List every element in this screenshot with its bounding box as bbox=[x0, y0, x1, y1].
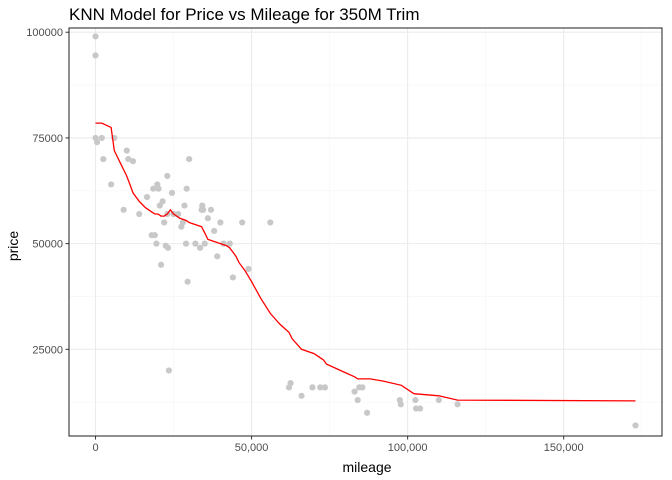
data-point bbox=[267, 219, 274, 226]
data-point bbox=[412, 396, 419, 404]
data-point bbox=[98, 134, 105, 142]
data-point bbox=[201, 240, 208, 247]
panel-border bbox=[68, 27, 663, 437]
data-point bbox=[168, 189, 176, 196]
data-point bbox=[159, 198, 166, 205]
data-point bbox=[136, 210, 143, 218]
panel-background bbox=[69, 28, 662, 436]
data-point bbox=[435, 396, 442, 404]
data-point bbox=[123, 147, 130, 154]
data-point bbox=[359, 384, 366, 391]
data-point bbox=[179, 219, 187, 226]
data-point bbox=[184, 278, 191, 285]
data-point bbox=[632, 422, 639, 429]
data-point bbox=[108, 181, 115, 188]
data-point bbox=[417, 405, 424, 412]
data-point bbox=[204, 215, 211, 222]
data-point bbox=[125, 155, 132, 163]
y-tick-label: 50000 bbox=[32, 239, 63, 251]
data-point bbox=[182, 240, 190, 247]
data-point bbox=[164, 244, 172, 251]
data-point bbox=[153, 240, 160, 247]
data-point bbox=[92, 52, 99, 59]
x-axis-title: mileage bbox=[342, 459, 391, 475]
y-tick-label: 100000 bbox=[26, 27, 63, 39]
x-tick-label: 0 bbox=[92, 442, 98, 454]
knn-fit-line-group bbox=[95, 122, 636, 402]
data-point bbox=[363, 409, 371, 416]
y-axis-title: price bbox=[5, 231, 21, 262]
observed-points bbox=[92, 33, 639, 429]
data-point bbox=[317, 384, 324, 391]
data-point bbox=[151, 232, 158, 239]
data-point bbox=[214, 253, 221, 260]
data-point bbox=[354, 396, 361, 404]
data-point bbox=[150, 185, 157, 192]
data-point bbox=[100, 155, 107, 163]
data-point bbox=[287, 380, 294, 387]
data-point bbox=[165, 367, 172, 374]
data-point bbox=[120, 206, 127, 213]
chart-title: KNN Model for Price vs Mileage for 350M … bbox=[69, 5, 420, 24]
grid-lines bbox=[69, 28, 662, 436]
x-tick-label: 100,000 bbox=[388, 442, 428, 454]
data-point bbox=[196, 244, 204, 251]
plot-panel bbox=[69, 28, 662, 436]
knn-fit-line bbox=[95, 122, 636, 402]
data-point bbox=[245, 265, 252, 273]
x-axis-ticks: 0 50,000 100,000 150,000 bbox=[92, 436, 584, 454]
x-tick-label: 50,000 bbox=[235, 442, 269, 454]
data-point bbox=[217, 219, 224, 226]
data-point bbox=[181, 202, 188, 209]
data-point bbox=[239, 219, 246, 226]
data-point bbox=[309, 384, 316, 391]
data-point bbox=[92, 33, 99, 40]
y-tick-label: 75000 bbox=[32, 133, 63, 145]
data-point bbox=[155, 185, 162, 192]
panel-frame bbox=[68, 27, 663, 437]
data-point bbox=[207, 206, 215, 213]
x-tick-label: 150,000 bbox=[544, 442, 584, 454]
data-point bbox=[200, 206, 207, 213]
y-axis-ticks: 25000 50000 75000 100000 bbox=[26, 27, 69, 356]
data-point bbox=[161, 219, 168, 226]
data-point bbox=[321, 384, 329, 391]
data-point bbox=[93, 139, 101, 146]
data-point bbox=[298, 392, 305, 399]
data-point bbox=[129, 158, 137, 165]
y-tick-label: 25000 bbox=[32, 344, 63, 356]
data-point bbox=[192, 240, 199, 247]
data-point bbox=[186, 155, 193, 163]
data-point bbox=[211, 227, 218, 235]
data-point bbox=[454, 401, 461, 408]
data-point bbox=[157, 261, 165, 268]
data-point bbox=[143, 194, 151, 201]
data-point bbox=[183, 185, 190, 192]
data-point bbox=[226, 240, 233, 247]
data-point bbox=[351, 388, 358, 395]
data-point bbox=[397, 401, 404, 408]
data-point bbox=[164, 172, 171, 180]
data-point bbox=[229, 274, 236, 281]
